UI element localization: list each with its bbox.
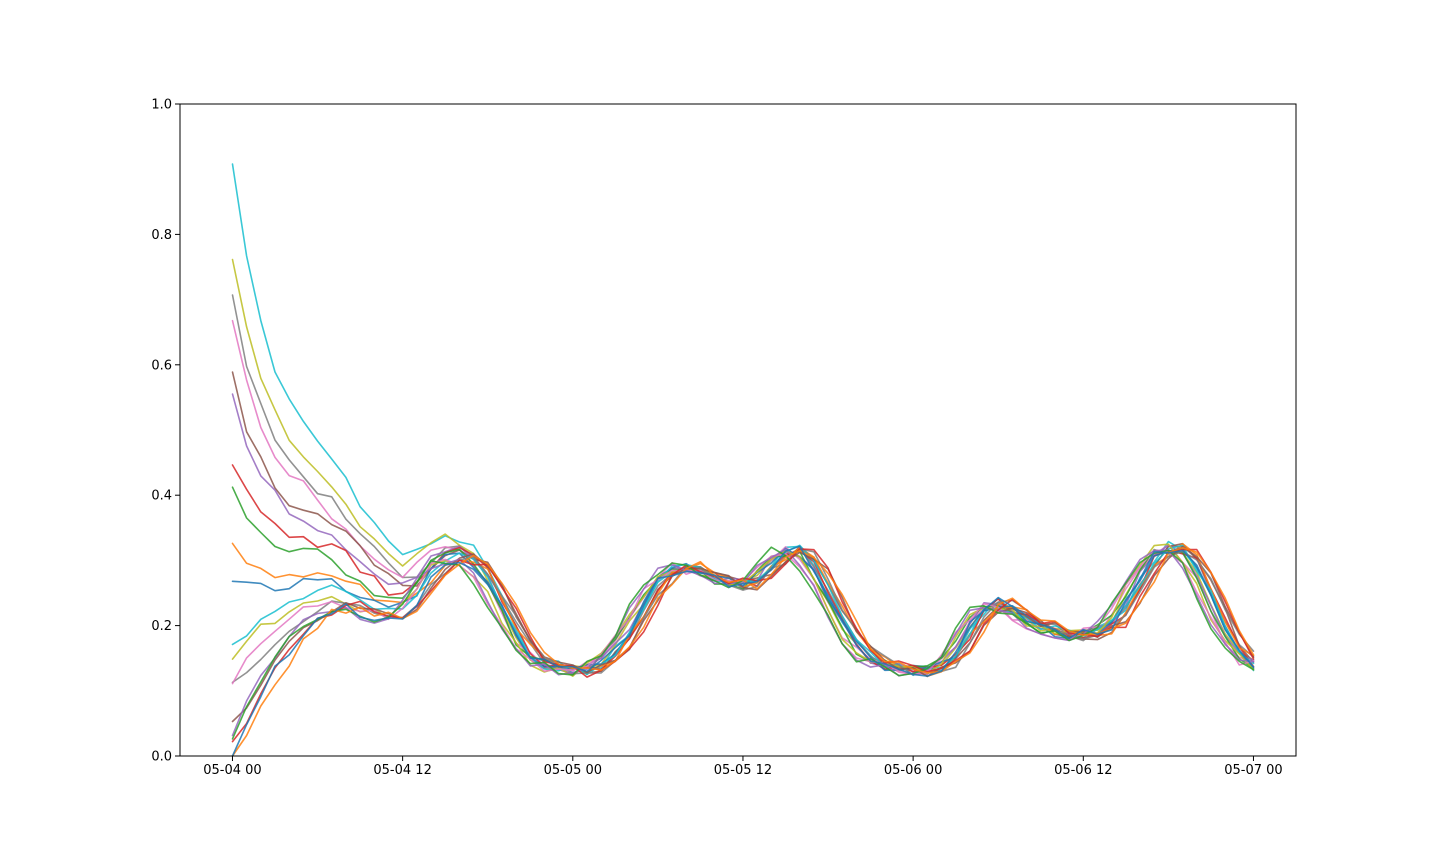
axes: 05-04 00 05-04 12 05-05 00 05-05 12 05-06 00… xyxy=(151,98,1297,778)
y-tick-label: 0.0 xyxy=(151,750,172,765)
x-tick-label: 05-05 00 xyxy=(544,763,602,778)
series-lines xyxy=(231,163,1255,757)
series-line-20 xyxy=(231,545,1255,757)
x-tick-label: 05-07 00 xyxy=(1224,763,1282,778)
series-line-9 xyxy=(231,542,1255,678)
x-tick-label: 05-04 00 xyxy=(203,763,261,778)
x-tick-label: 05-06 00 xyxy=(884,763,942,778)
series-line-2 xyxy=(231,258,1255,670)
series-line-14 xyxy=(231,549,1255,685)
series-line-12 xyxy=(231,543,1255,678)
series-line-16 xyxy=(231,548,1255,737)
y-tick-label: 1.0 xyxy=(151,98,172,113)
x-tick-label: 05-04 12 xyxy=(373,763,431,778)
series-line-18 xyxy=(231,546,1255,740)
series-line-17 xyxy=(231,548,1255,743)
series-line-11 xyxy=(231,544,1255,677)
x-tick-label: 05-05 12 xyxy=(714,763,772,778)
y-tick-label: 0.4 xyxy=(151,489,172,504)
x-tick-label: 05-06 12 xyxy=(1054,763,1112,778)
y-tick-label: 0.6 xyxy=(151,358,172,373)
plot-frame xyxy=(179,103,1297,757)
y-tick-label: 0.2 xyxy=(151,619,172,634)
y-tick-label: 0.8 xyxy=(151,228,172,243)
